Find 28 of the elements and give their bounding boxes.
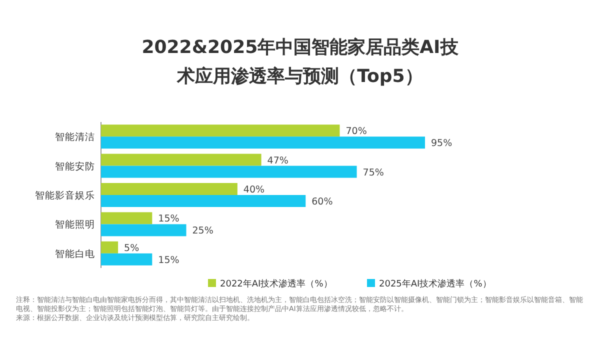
bar bbox=[101, 154, 262, 166]
bar bbox=[101, 253, 152, 266]
bar bbox=[101, 195, 306, 207]
data-label: 60% bbox=[312, 196, 333, 208]
data-label: 75% bbox=[362, 167, 384, 178]
bar bbox=[101, 224, 186, 236]
bar bbox=[101, 183, 238, 195]
data-label: 47% bbox=[267, 155, 288, 166]
y-tick-label: 智能白电 bbox=[55, 248, 95, 260]
data-label: 25% bbox=[192, 226, 214, 237]
bar bbox=[101, 241, 118, 254]
y-tick-label: 智能安防 bbox=[55, 160, 95, 172]
data-label: 5% bbox=[124, 242, 140, 254]
data-label: 70% bbox=[346, 126, 367, 138]
data-label: 15% bbox=[158, 214, 180, 225]
data-label: 95% bbox=[431, 138, 452, 150]
bar bbox=[101, 212, 152, 224]
y-tick-label: 智能影音娱乐 bbox=[35, 190, 95, 202]
bar bbox=[101, 124, 340, 137]
bar bbox=[101, 166, 357, 178]
data-label: 40% bbox=[243, 184, 265, 196]
chart-title: 2022&2025年中国智能家居品类AI技术应用渗透率与预测（Top5） bbox=[140, 36, 460, 89]
legend-label: 2025年AI技术渗透率（%） bbox=[379, 278, 492, 290]
y-tick-label: 智能照明 bbox=[55, 218, 95, 231]
y-tick-label: 智能清洁 bbox=[55, 131, 95, 144]
data-label: 15% bbox=[158, 254, 180, 266]
bar bbox=[101, 136, 425, 149]
legend-label: 2022年AI技术渗透率（%） bbox=[220, 278, 332, 290]
